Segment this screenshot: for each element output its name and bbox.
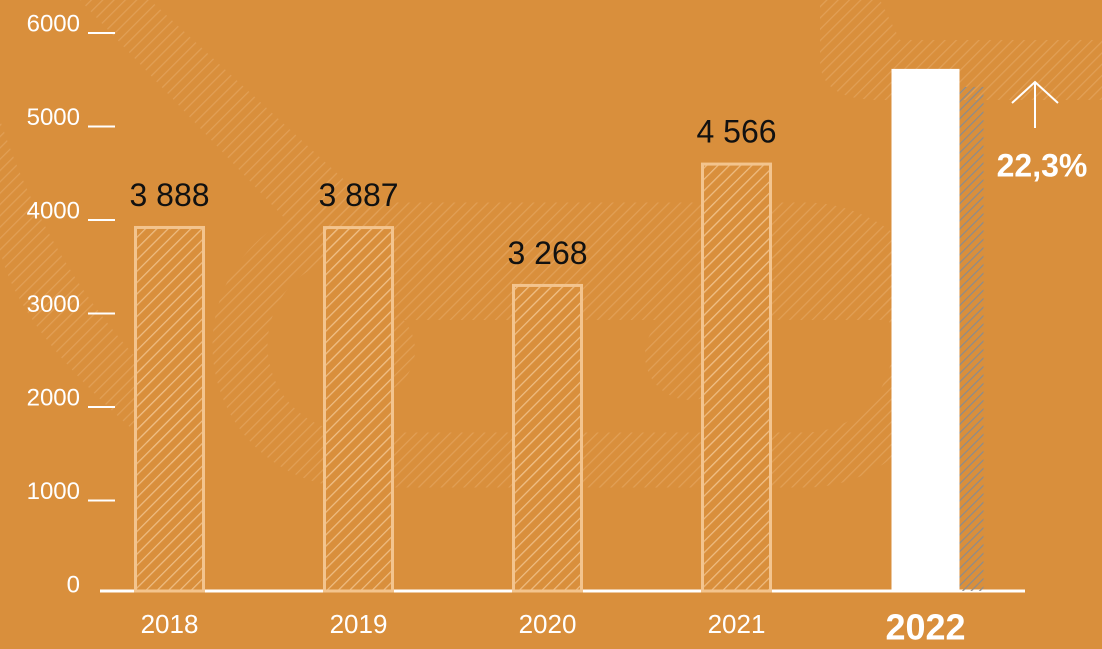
x-tick-label: 2018	[141, 609, 199, 639]
value-label: 3 268	[507, 235, 587, 271]
y-tick-label: 1000	[27, 478, 80, 505]
y-tick-label: 0	[67, 571, 80, 598]
y-tick-label: 2000	[27, 384, 80, 411]
bar	[134, 225, 205, 593]
up-arrow	[1011, 80, 1059, 128]
bar	[323, 226, 394, 593]
annotation: 22,3%	[997, 147, 1088, 183]
bar	[891, 68, 960, 591]
value-label: 3 888	[129, 177, 209, 213]
x-tick-label: 2021	[708, 609, 766, 639]
bar	[512, 283, 583, 593]
y-tick-label: 4000	[27, 197, 80, 224]
value-label: 3 887	[318, 177, 398, 213]
x-tick-label: 2019	[330, 609, 388, 639]
x-tick-label: 2020	[519, 609, 577, 639]
y-tick-label: 6000	[27, 10, 80, 37]
value-label: 4 566	[696, 114, 776, 150]
bar	[701, 162, 772, 593]
x-tick-label: 2022	[885, 607, 965, 648]
y-tick-label: 5000	[27, 104, 80, 131]
y-tick-label: 3000	[27, 291, 80, 318]
bar-shadow	[959, 86, 984, 591]
